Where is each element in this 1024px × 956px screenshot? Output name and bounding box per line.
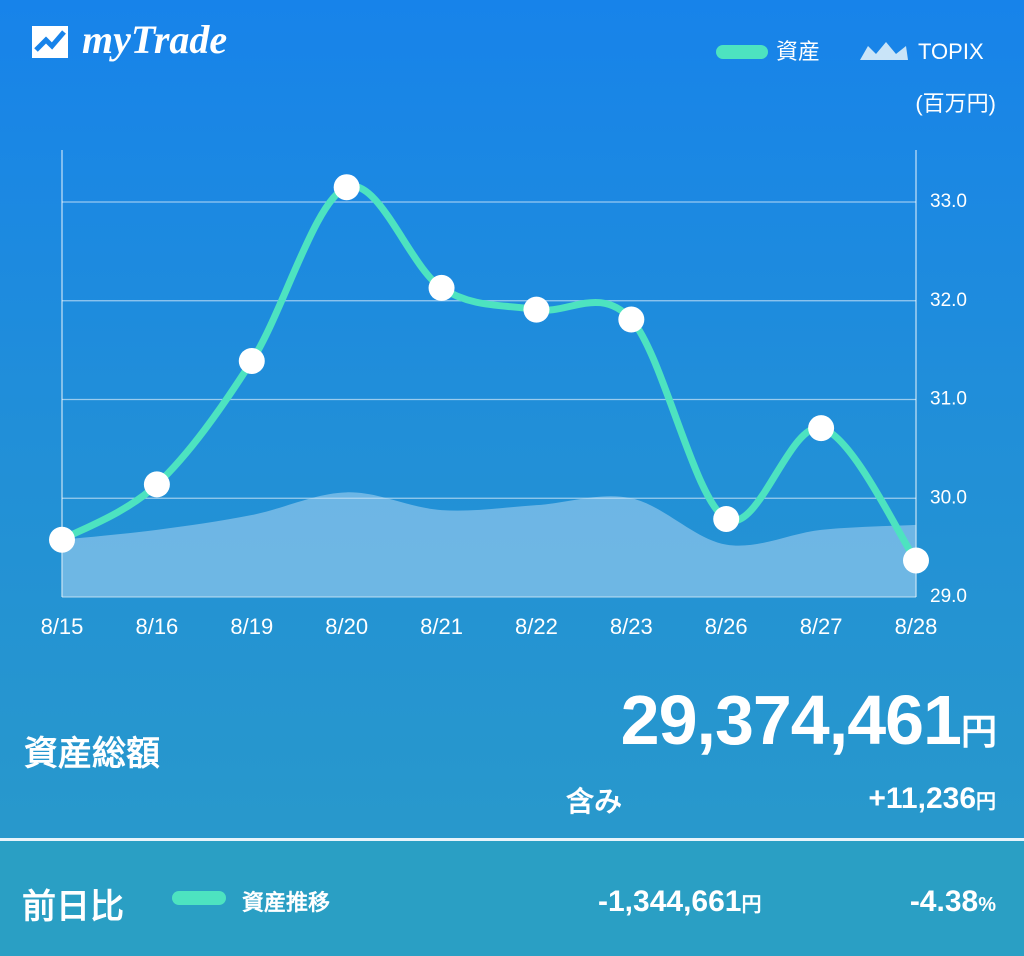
chart: 29.0 30.0 31.0 32.0 33.0 (百万円) 8/15 8/16 8/19 8/2… [41,39,996,639]
footer-legend: 資産推移 [242,890,331,915]
x-tick-label: 8/16 [135,614,178,639]
legend-swatch [716,45,768,59]
change-label: 前日比 [22,888,124,926]
x-tick-label: 8/27 [800,614,843,639]
x-tick-label: 8/23 [610,614,653,639]
asset-point [808,415,835,442]
x-tick-label: 8/15 [41,614,84,639]
x-tick-label: 8/28 [895,614,938,639]
logo: myTrade [82,17,228,62]
y-tick-label: 33.0 [930,191,967,212]
legend-label: TOPIX [918,39,984,64]
x-tick-label: 8/19 [230,614,273,639]
percent: -4.38% [910,885,996,919]
y-axis-label: (百万円) [915,91,996,116]
asset-line [60,182,919,563]
asset-point [333,174,360,201]
asset-point [428,274,455,301]
topix-area [62,492,916,597]
legend-swatch [172,891,226,905]
total-unit: 円 [960,711,997,752]
total-label: 資産総額 [24,735,160,773]
asset-point [713,505,740,532]
percent-unit: % [978,894,996,916]
x-tick-label: 8/26 [705,614,748,639]
asset-point [49,526,75,553]
total-value: 29,374,461 [620,681,962,759]
asset-point [523,296,550,323]
y-tick-label: 30.0 [930,487,967,508]
change: -1,344,661円 [598,885,761,919]
change-unit: 円 [741,894,762,916]
logo-icon [32,26,68,58]
legend-label: 資産 [776,39,820,64]
y-tick-label: 32.0 [930,290,967,311]
asset-point [618,306,645,333]
y-tick-label: 31.0 [930,389,967,410]
x-tick-label: 8/22 [515,614,558,639]
asset-point [903,547,929,574]
total: 29,374,461円 [620,680,997,760]
percent-value: -4.38 [909,885,979,918]
unrealized-value: +11,236 [868,782,976,815]
unrealized-label: 含み [566,786,623,817]
x-tick-label: 8/21 [420,614,463,639]
legend-swatch [860,42,908,60]
unrealized-unit: 円 [976,791,996,813]
change-value: -1,344,661 [598,885,742,918]
asset-point [143,471,170,498]
unrealized: +11,236円 [868,782,996,816]
x-tick-label: 8/20 [325,614,368,639]
asset-point [238,347,265,374]
y-tick-label: 29.0 [930,586,967,607]
footer: 前日比 資産推移 -1,344,661円 -4.38% [0,838,1024,956]
